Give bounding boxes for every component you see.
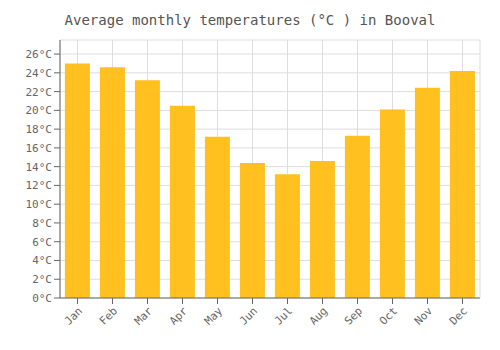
svg-text:24°C: 24°C bbox=[26, 67, 53, 80]
svg-text:2°C: 2°C bbox=[32, 273, 52, 286]
svg-text:6°C: 6°C bbox=[32, 236, 52, 249]
svg-text:10°C: 10°C bbox=[26, 198, 53, 211]
svg-text:0°C: 0°C bbox=[32, 292, 52, 305]
svg-text:12°C: 12°C bbox=[26, 179, 53, 192]
svg-text:Jan: Jan bbox=[62, 304, 85, 327]
svg-text:20°C: 20°C bbox=[26, 104, 53, 117]
svg-text:Aug: Aug bbox=[307, 304, 330, 327]
svg-text:Sep: Sep bbox=[342, 304, 365, 327]
svg-text:26°C: 26°C bbox=[26, 48, 53, 61]
svg-text:Apr: Apr bbox=[167, 304, 191, 328]
svg-text:Oct: Oct bbox=[377, 304, 400, 327]
svg-text:14°C: 14°C bbox=[26, 161, 53, 174]
svg-text:16°C: 16°C bbox=[26, 142, 53, 155]
svg-text:4°C: 4°C bbox=[32, 254, 52, 267]
svg-text:Mar: Mar bbox=[132, 304, 156, 328]
svg-text:Feb: Feb bbox=[97, 304, 120, 327]
html-text:Average monthly temperatures (: Average monthly temperatures (°C ) in Bo… bbox=[64, 12, 436, 28]
svg-text:Jun: Jun bbox=[237, 304, 260, 327]
svg-text:22°C: 22°C bbox=[26, 86, 53, 99]
svg-text:18°C: 18°C bbox=[26, 123, 53, 136]
svg-text:Dec: Dec bbox=[447, 304, 470, 327]
svg-text:8°C: 8°C bbox=[32, 217, 52, 230]
svg-text:Nov: Nov bbox=[412, 304, 436, 328]
svg-text:Jul: Jul bbox=[272, 304, 295, 327]
svg-text:May: May bbox=[202, 304, 226, 328]
